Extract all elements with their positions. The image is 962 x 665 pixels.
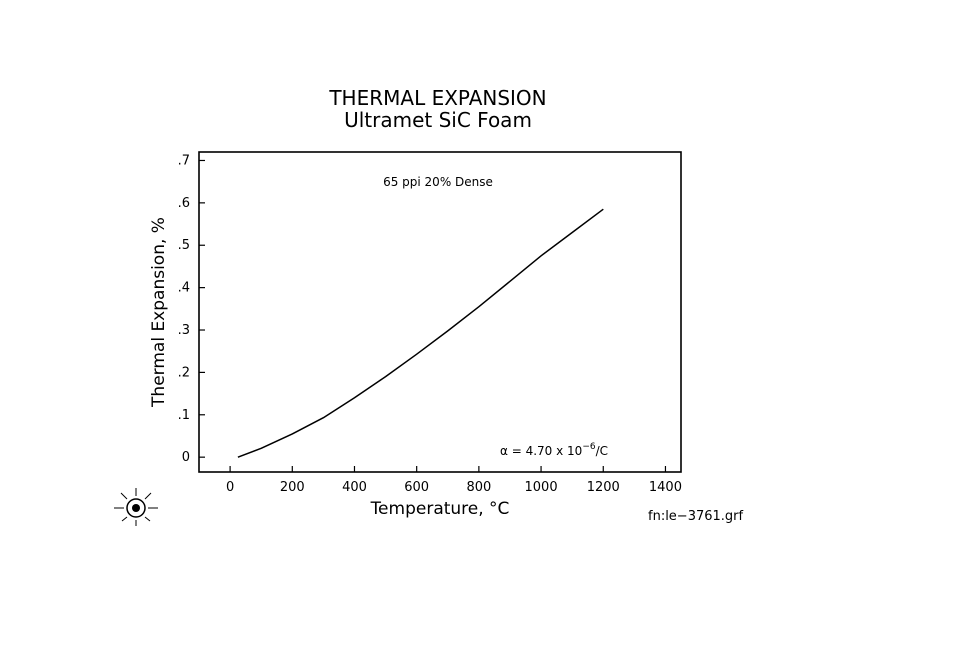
y-tick-label: .2	[178, 365, 190, 380]
x-axis-ticks: 0 200 400 600 800 1000 1200 1400	[226, 466, 682, 495]
sample-annotation: 65 ppi 20% Dense	[383, 175, 493, 189]
y-tick-label: .1	[178, 408, 190, 423]
x-axis-label: Temperature, °C	[370, 499, 510, 519]
y-axis-ticks: 0 .1 .2 .3 .4 .5 .6 .7	[178, 153, 205, 465]
y-tick-label: .6	[178, 196, 190, 211]
y-tick-label: 0	[182, 450, 190, 465]
y-axis-label: Thermal Expansion, %	[149, 217, 169, 408]
x-tick-label: 1400	[649, 480, 682, 495]
series-line	[237, 208, 604, 458]
x-tick-label: 1200	[587, 480, 620, 495]
alpha-annotation: α = 4.70 x 10−6/C	[500, 442, 608, 458]
x-tick-label: 1000	[525, 480, 558, 495]
x-tick-label: 0	[226, 480, 234, 495]
filename-label: fn:le−3761.grf	[648, 509, 744, 524]
logo-emblem	[114, 488, 158, 526]
x-tick-label: 200	[280, 480, 305, 495]
alpha-annotation-prefix: α = 4.70 x 10	[500, 444, 582, 458]
x-tick-label: 600	[404, 480, 429, 495]
y-tick-label: .5	[178, 238, 190, 253]
series-group	[237, 208, 604, 458]
chart-title: THERMAL EXPANSION	[328, 86, 546, 110]
x-tick-label: 400	[342, 480, 367, 495]
alpha-annotation-suffix: /C	[596, 444, 608, 458]
alpha-annotation-exponent: −6	[582, 442, 596, 452]
chart-subtitle: Ultramet SiC Foam	[344, 108, 532, 132]
y-tick-label: .3	[178, 323, 190, 338]
plot-frame	[198, 151, 682, 473]
y-tick-label: .4	[178, 281, 190, 296]
y-tick-label: .7	[178, 153, 190, 168]
x-tick-label: 800	[466, 480, 491, 495]
